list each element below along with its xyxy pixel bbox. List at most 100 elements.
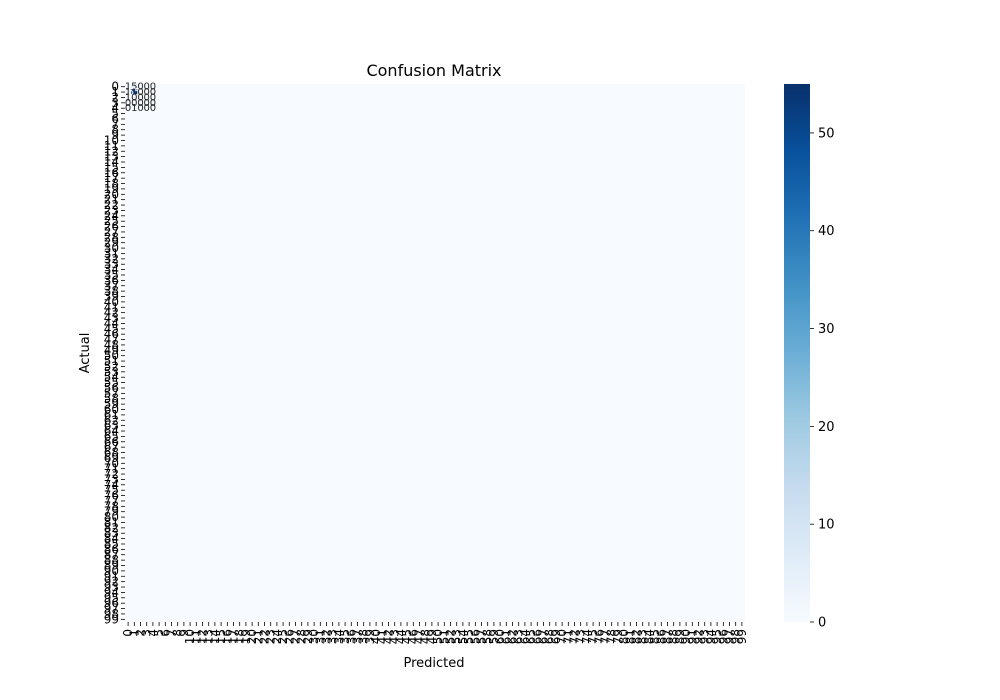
x-tick-label: 72 — [568, 629, 582, 644]
y-tick-label: 19 — [104, 182, 119, 196]
cell-value-label: 0 — [125, 103, 131, 114]
x-tick-label: 57 — [475, 629, 489, 644]
x-tick-label: 42 — [382, 629, 396, 644]
heatmap-cell — [143, 100, 150, 106]
x-tick-label: 14 — [208, 629, 222, 644]
x-tick-label: 2 — [134, 629, 148, 637]
heatmap-cell — [143, 94, 150, 101]
y-tick-label: 49 — [104, 343, 119, 357]
x-tick-label: 43 — [388, 629, 402, 644]
y-tick-label: 28 — [104, 230, 119, 244]
x-tick-label: 90 — [679, 629, 693, 644]
x-tick-label: 13 — [202, 629, 216, 644]
x-tick-label: 79 — [611, 629, 625, 644]
x-tick-label: 27 — [289, 629, 303, 644]
x-tick-label: 0 — [121, 629, 135, 637]
y-tick-label: 81 — [104, 515, 119, 529]
heatmap-cell — [125, 84, 132, 90]
y-tick-label: 92 — [104, 575, 119, 589]
y-tick-label: 44 — [104, 316, 119, 330]
y-tick-label: 11 — [104, 139, 119, 153]
y-tick-label: 75 — [104, 483, 119, 497]
x-tick-label: 24 — [270, 629, 284, 644]
heatmap-cell — [125, 94, 132, 101]
cell-value-label: 0 — [150, 87, 156, 98]
y-tick-label: 94 — [104, 585, 119, 599]
x-tick-label: 67 — [537, 629, 551, 644]
x-tick-label: 21 — [251, 629, 265, 644]
y-tick-label: 34 — [104, 263, 119, 277]
y-tick-label: 14 — [104, 155, 119, 169]
y-tick-label: 51 — [104, 354, 119, 368]
y-tick-label: 26 — [104, 220, 119, 234]
y-tick-label: 68 — [104, 446, 119, 460]
x-tick-label: 81 — [623, 629, 637, 644]
cell-value-label: 0 — [137, 82, 143, 93]
y-tick-label: 35 — [104, 268, 119, 282]
cell-value-label: 0 — [137, 87, 143, 98]
heatmap-cell — [131, 100, 138, 106]
heatmap-background — [125, 84, 745, 622]
y-tick-label: 96 — [104, 596, 119, 610]
y-tick-label: 61 — [104, 408, 119, 422]
x-tick-label: 51 — [437, 629, 451, 644]
heatmap-cell — [137, 100, 144, 106]
x-tick-label: 54 — [456, 629, 470, 644]
y-tick-label: 84 — [104, 532, 119, 546]
colorbar-tick-label: 40 — [818, 224, 835, 239]
y-tick-label: 30 — [104, 241, 119, 255]
colorbar-tick-label: 50 — [818, 126, 835, 141]
chart-title: Confusion Matrix — [366, 61, 501, 80]
heatmap-cell — [149, 94, 156, 101]
y-tick-label: 87 — [104, 548, 119, 562]
y-tick-label: 17 — [104, 171, 119, 185]
y-tick-label: 62 — [104, 413, 119, 427]
x-tick-label: 1 — [127, 629, 141, 637]
x-tick-label: 48 — [419, 629, 433, 644]
heatmap-cell — [149, 89, 156, 95]
cell-value-label: 1 — [125, 87, 131, 98]
cell-value-label: 0 — [144, 98, 150, 109]
y-tick-label: 1 — [111, 85, 119, 99]
x-tick-label: 34 — [332, 629, 346, 644]
x-tick-label: 76 — [592, 629, 606, 644]
y-tick-label: 63 — [104, 419, 119, 433]
heatmap-cell — [131, 84, 138, 90]
y-tick-label: 4 — [111, 101, 119, 115]
x-tick-label: 47 — [413, 629, 427, 644]
y-tick-label: 36 — [104, 273, 119, 287]
x-tick-label: 69 — [549, 629, 563, 644]
y-tick-label: 3 — [111, 96, 119, 110]
x-tick-label: 6 — [158, 629, 172, 637]
x-tick-label: 82 — [630, 629, 644, 644]
y-tick-label: 12 — [104, 144, 119, 158]
y-tick-label: 79 — [104, 505, 119, 519]
x-tick-label: 97 — [723, 629, 737, 644]
x-tick-label: 63 — [512, 629, 526, 644]
colorbar: 0 10 20 30 40 50 — [784, 84, 835, 631]
y-tick-label: 57 — [104, 386, 119, 400]
heatmap-cell — [149, 100, 156, 106]
x-tick-label: 89 — [673, 629, 687, 644]
y-tick-label: 0 — [111, 80, 119, 94]
cell-value-label: 0 — [125, 98, 131, 109]
x-tick-label: 62 — [506, 629, 520, 644]
y-tick-label: 9 — [111, 128, 119, 142]
y-tick-label: 58 — [104, 392, 119, 406]
colorbar-tick-label: 10 — [818, 518, 835, 533]
cell-value-label: 0 — [131, 98, 137, 109]
x-tick-label: 96 — [716, 629, 730, 644]
y-tick-label: 8 — [111, 123, 119, 137]
x-tick-label: 93 — [698, 629, 712, 644]
y-tick-label: 5 — [111, 107, 119, 121]
x-tick-label: 84 — [642, 629, 656, 644]
y-tick-label: 66 — [104, 435, 119, 449]
y-tick-label: 76 — [104, 489, 119, 503]
y-tick-label: 53 — [104, 365, 119, 379]
y-tick-label: 91 — [104, 569, 119, 583]
y-tick-label: 99 — [104, 612, 119, 626]
y-tick-label: 27 — [104, 225, 119, 239]
x-tick-label: 22 — [258, 629, 272, 644]
y-tick-label: 73 — [104, 472, 119, 486]
x-tick-label: 64 — [518, 629, 532, 644]
